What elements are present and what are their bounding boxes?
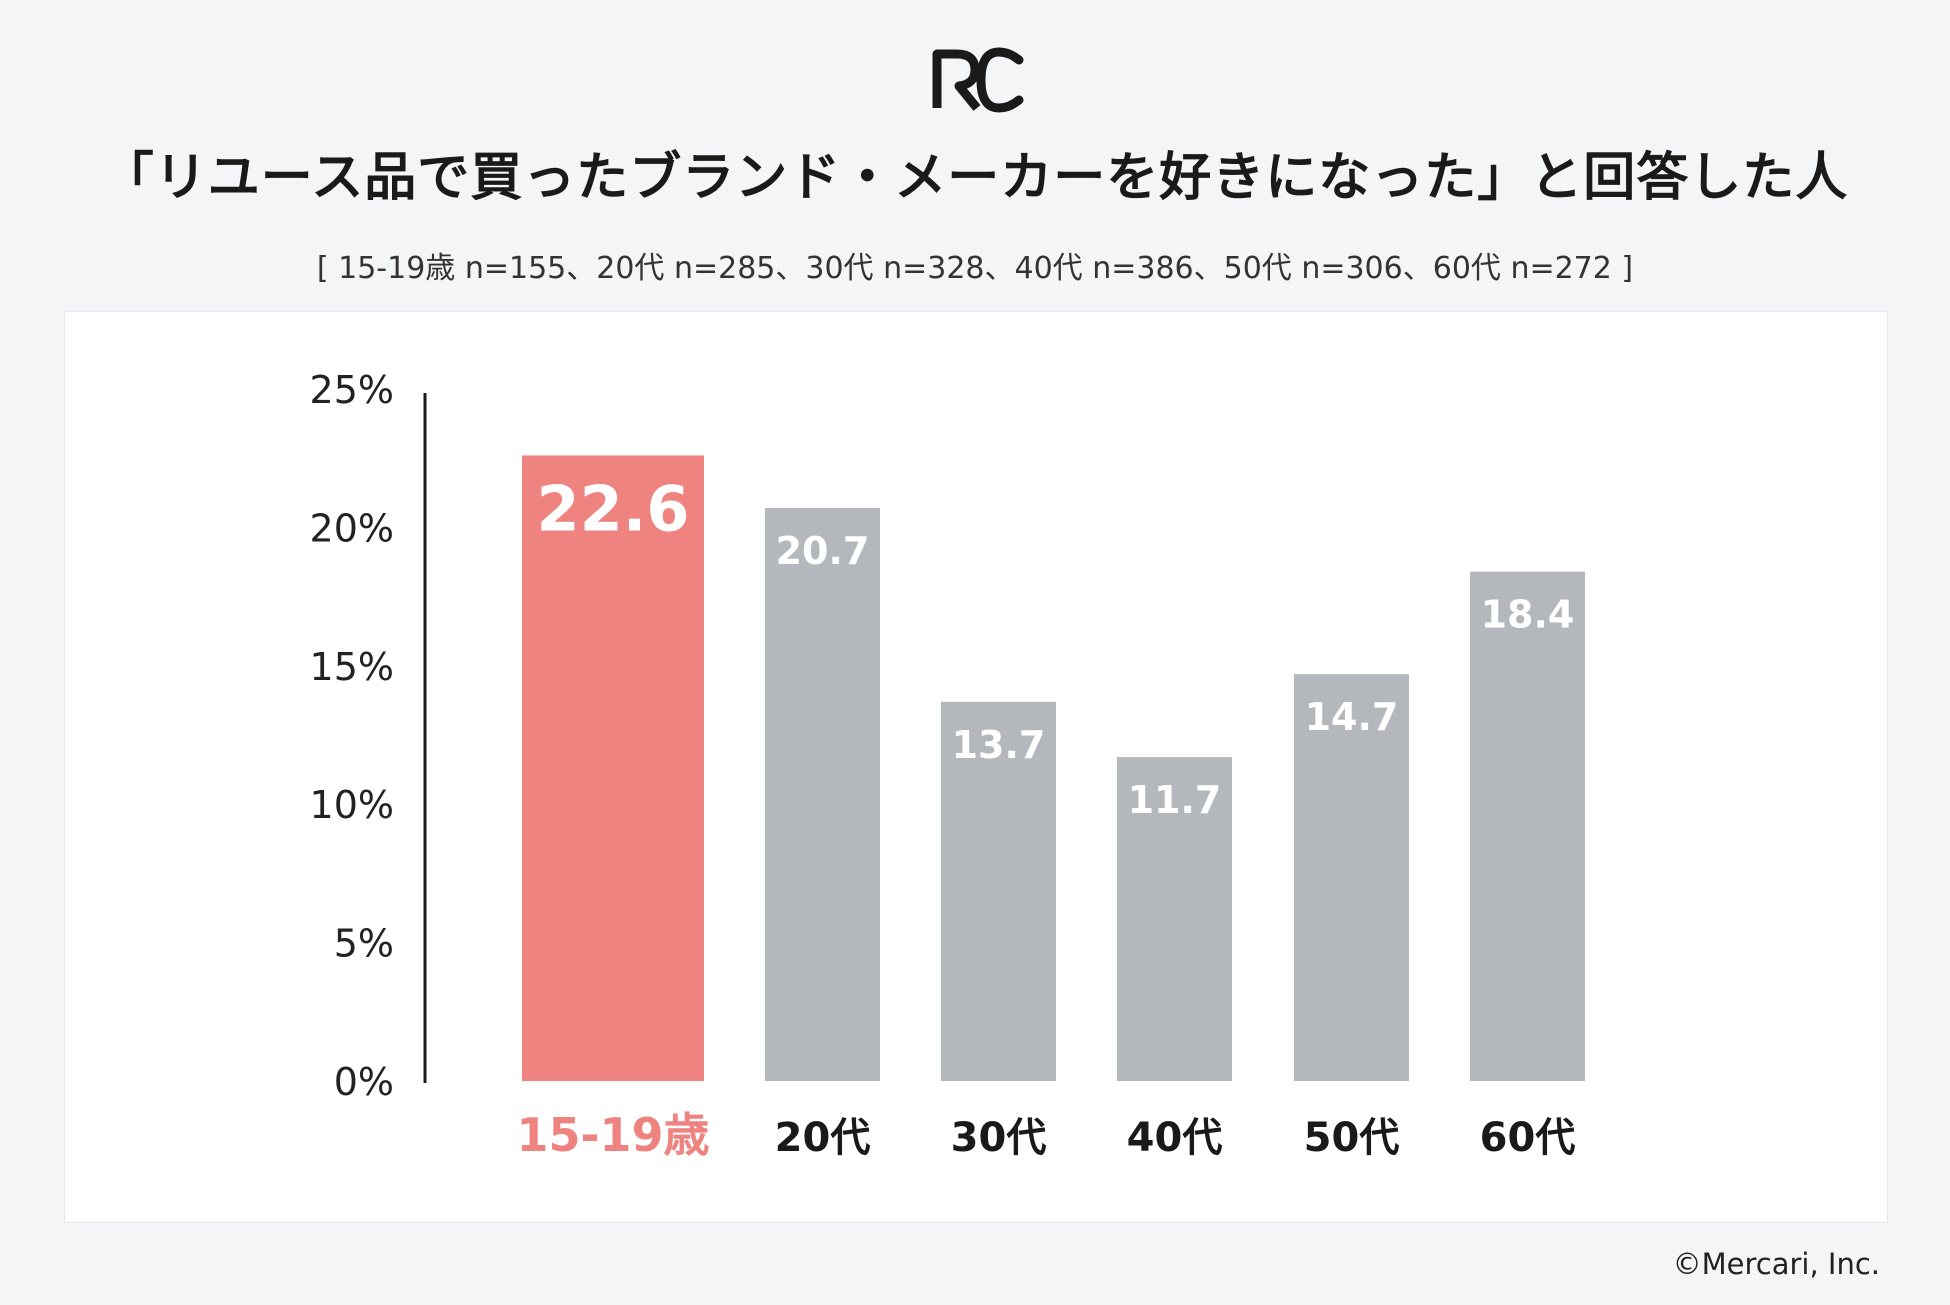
bar-value-label: 11.7 xyxy=(1128,778,1222,822)
bar xyxy=(1117,757,1232,1081)
x-category-label: 40代 xyxy=(1127,1115,1223,1161)
x-category-label: 50代 xyxy=(1304,1115,1400,1161)
copyright-credit: ©Mercari, Inc. xyxy=(1672,1247,1880,1281)
y-tick-label: 5% xyxy=(334,922,394,966)
chart-title: 「リユース品で買ったブランド・メーカーを好きになった」と回答した人 xyxy=(101,148,1849,208)
bar-value-label: 18.4 xyxy=(1481,593,1575,637)
bar-value-label: 14.7 xyxy=(1305,695,1399,739)
x-category-label: 30代 xyxy=(951,1115,1047,1161)
bar xyxy=(941,701,1056,1081)
y-tick-label: 15% xyxy=(310,645,394,689)
y-tick-label: 20% xyxy=(310,506,394,550)
x-category-label: 60代 xyxy=(1480,1115,1576,1161)
bar xyxy=(1470,571,1585,1081)
y-tick-label: 25% xyxy=(310,368,394,412)
x-category-label: 20代 xyxy=(775,1115,871,1161)
bar-chart: 0% 5% 10% 15% 20% 25% 22.6 15-19歳 20.7 20代 13.7 30代… xyxy=(310,368,1585,1162)
y-tick-label: 10% xyxy=(310,783,394,827)
bar-value-label: 13.7 xyxy=(952,723,1046,767)
rc-logo xyxy=(929,44,1025,114)
bar-value-label: 22.6 xyxy=(537,472,690,545)
sample-size-note: [ 15-19歳 n=155、20代 n=285、30代 n=328、40代 n… xyxy=(316,251,1634,286)
x-category-label: 15-19歳 xyxy=(516,1108,709,1162)
bar-value-label: 20.7 xyxy=(776,529,870,573)
bar xyxy=(1294,674,1409,1081)
rc-logo-mark xyxy=(932,47,1024,113)
bar xyxy=(522,455,704,1081)
y-tick-label: 0% xyxy=(334,1060,394,1104)
bar xyxy=(765,508,880,1081)
